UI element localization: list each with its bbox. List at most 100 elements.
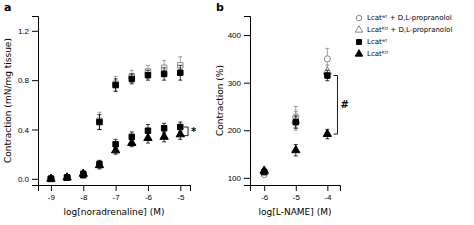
error-bar	[130, 70, 134, 82]
point	[260, 166, 268, 173]
tick: 0.8	[18, 76, 38, 85]
tick-label: -5	[177, 193, 185, 202]
x-axis-title: log[noradrenaline] (M)	[63, 207, 164, 217]
point	[111, 146, 119, 153]
error-bar	[97, 112, 101, 129]
point	[144, 133, 152, 140]
legend-swatch	[356, 15, 362, 21]
plot-area	[260, 48, 331, 177]
point	[113, 82, 118, 87]
y-axis: 100 200 300 400	[228, 17, 251, 186]
tick-mark	[116, 185, 117, 191]
panel-title: a	[4, 1, 11, 14]
tick-label: 0.8	[18, 76, 30, 85]
tick-mark	[327, 185, 328, 191]
tick-label: 200	[228, 126, 242, 135]
tick: 0.0	[18, 175, 38, 184]
tick: 1.2	[18, 27, 38, 36]
point	[293, 119, 298, 124]
tick-mark	[180, 185, 181, 191]
tick: 100	[228, 174, 250, 183]
series	[47, 129, 185, 181]
x-axis: -9 -8 -7 -6 -5	[39, 185, 191, 202]
legend-entry: Lcatʷᵗ + D,L-propranolol	[356, 14, 451, 22]
error-bar	[294, 116, 298, 128]
tick-mark	[244, 178, 250, 179]
tick-mark	[51, 185, 52, 191]
series	[261, 70, 330, 175]
point	[63, 173, 71, 180]
point	[292, 145, 300, 152]
panel: -9 -8 -7 -6 -5 0.0 0.4 0.8 1.2 log[noradrenaline]…	[3, 1, 197, 217]
tick-mark	[148, 185, 149, 191]
bracket	[333, 76, 337, 135]
legend: Lcatʷᵗ + D,L-propranolol Lcatᴷᴼ + D,L-pro…	[355, 14, 452, 58]
axis-line	[244, 17, 251, 186]
legend-entry: Lcatᴷᴼ + D,L-propranolol	[355, 26, 452, 35]
tick: -4	[324, 185, 332, 202]
series	[260, 129, 331, 173]
axis-line	[251, 186, 341, 192]
tick: -5	[177, 185, 185, 202]
tick-label: 100	[228, 174, 242, 183]
tick: -8	[80, 185, 88, 202]
bracket	[184, 127, 188, 136]
error-bar	[114, 76, 118, 91]
tick-mark	[32, 80, 38, 81]
legend-label: Lcatʷᵗ + D,L-propranolol	[367, 14, 452, 22]
tick-mark	[296, 185, 297, 191]
legend-label: Lcatᴷᴼ + D,L-propranolol	[367, 26, 452, 34]
point	[323, 129, 331, 136]
point	[79, 169, 87, 176]
tick-mark	[244, 130, 250, 131]
axis-line	[39, 186, 191, 192]
legend-label: Lcatᴷᴼ	[367, 50, 389, 58]
series	[48, 65, 183, 181]
plot-area	[47, 57, 185, 182]
tick-label: 400	[228, 31, 242, 40]
point	[95, 160, 103, 167]
error-bar	[130, 74, 134, 84]
y-axis-title: Contraction (mN/mg tissue)	[3, 38, 13, 163]
tick-label: -5	[293, 193, 301, 202]
tick-mark	[264, 185, 265, 191]
tick: 200	[228, 126, 250, 135]
tick-mark	[83, 185, 84, 191]
series	[261, 48, 330, 177]
series	[48, 122, 183, 181]
tick-label: 300	[228, 79, 242, 88]
tick-label: -4	[324, 193, 332, 202]
point	[178, 70, 183, 75]
legend-entry: Lcatᴷᴼ	[355, 50, 388, 59]
error-bar	[114, 79, 118, 91]
tick: -6	[145, 185, 153, 202]
tick-mark	[244, 35, 250, 36]
annotation: *	[191, 126, 197, 137]
tick: 0.4	[18, 126, 38, 135]
legend-label: Lcatʷᵗ	[367, 38, 387, 46]
tick-label: -9	[48, 193, 56, 202]
tick-label: -8	[80, 193, 88, 202]
tick-mark	[32, 179, 38, 180]
point	[161, 71, 166, 76]
tick: -7	[113, 185, 121, 202]
series	[48, 57, 183, 182]
y-axis-title: Contraction (%)	[215, 65, 225, 136]
point	[128, 138, 136, 145]
panel: -6-5-4100200300400log[L-NAME] (M)Contrac…	[215, 1, 452, 217]
tick: -5	[293, 185, 301, 202]
point	[324, 56, 330, 62]
tick: 400	[228, 31, 250, 40]
tick-mark	[244, 83, 250, 84]
legend-swatch	[355, 50, 362, 56]
legend-swatch	[355, 26, 362, 32]
point	[161, 126, 166, 131]
point	[325, 73, 330, 78]
point	[97, 119, 102, 124]
tick-label: 1.2	[18, 27, 30, 36]
axis-line	[32, 17, 39, 186]
annotation: #	[340, 99, 348, 110]
error-bar	[97, 115, 101, 130]
tick: -6	[261, 185, 269, 202]
tick: -9	[48, 185, 56, 202]
